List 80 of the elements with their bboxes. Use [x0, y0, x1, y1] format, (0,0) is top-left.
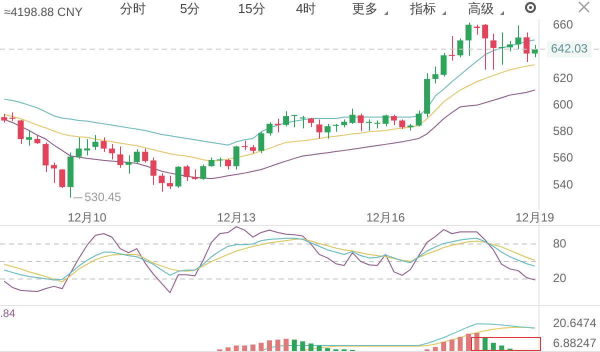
candlestick [200, 164, 206, 180]
y-tick-label: 600 [553, 97, 574, 112]
y-tick-label: 20.6474 [553, 316, 597, 330]
candlestick [490, 33, 496, 70]
candlestick [216, 157, 223, 168]
candlestick [192, 168, 198, 180]
candlestick [158, 172, 165, 192]
candlestick [208, 157, 214, 168]
text: 分时 [120, 0, 146, 18]
candlestick [457, 38, 464, 58]
candlestick [432, 66, 438, 84]
candlestick [175, 166, 182, 188]
candlestick [308, 117, 314, 128]
candlestick [390, 114, 397, 126]
candlestick [42, 142, 49, 173]
candlestick [349, 108, 356, 124]
candlestick [382, 114, 389, 127]
candlestick [498, 32, 505, 66]
candlestick [440, 52, 447, 78]
candlestick [524, 32, 530, 63]
candlestick [117, 146, 124, 168]
candlestick [532, 44, 538, 58]
candlestick [515, 24, 522, 50]
candlestick [266, 122, 272, 136]
text: 高级 [468, 0, 494, 18]
candlestick [167, 175, 173, 190]
candlestick [258, 131, 264, 154]
ref-line-label: 642.03 [551, 42, 588, 56]
y-tick-label: 620 [553, 70, 574, 85]
candlestick [100, 136, 107, 152]
candlestick [506, 40, 513, 52]
candlestick [316, 119, 322, 139]
text: 5分 [180, 0, 200, 18]
y-tick-label: 80 [553, 236, 567, 250]
candlestick [399, 119, 406, 130]
candlestick [225, 158, 232, 170]
candlestick [474, 24, 480, 36]
candlestick [126, 154, 132, 174]
candlestick [283, 110, 290, 127]
y-tick-label: 580 [553, 124, 574, 138]
candlestick [26, 130, 32, 146]
x-tick-label: 12月10 [68, 210, 107, 225]
candlestick [184, 164, 190, 182]
candlestick [134, 148, 140, 164]
text: 更多 [352, 0, 378, 18]
candlestick [300, 115, 306, 129]
y-tick-label: 660 [553, 18, 574, 32]
candlestick [233, 145, 240, 170]
candlestick [108, 144, 115, 160]
text: 15分 [238, 0, 266, 18]
candlestick [324, 123, 331, 139]
y-tick-label: 560 [553, 150, 574, 165]
candlestick [76, 136, 82, 160]
candlestick [466, 22, 472, 56]
candlestick [142, 148, 148, 164]
text: 4时 [296, 0, 316, 18]
candlestick [50, 162, 57, 184]
x-tick-label: 12月19 [516, 210, 555, 225]
y-tick-label: 540 [553, 177, 574, 192]
candlestick [358, 113, 364, 132]
candlestick [416, 110, 422, 127]
y-tick-label: 6.88247 [553, 336, 597, 350]
candlestick [84, 138, 90, 156]
x-tick-label: 12月13 [216, 210, 256, 225]
text: 指标 [410, 0, 436, 18]
candlestick [59, 168, 66, 189]
annotation: .84 [0, 308, 16, 320]
candlestick [448, 35, 455, 62]
candlestick [291, 114, 298, 128]
candlestick [242, 140, 248, 150]
candlestick [482, 23, 488, 70]
candlestick [150, 157, 156, 186]
candlestick [366, 119, 372, 132]
candlestick [18, 119, 24, 145]
annotation: 530.45 [84, 190, 122, 204]
x-tick-label: 12月16 [366, 210, 406, 225]
y-tick-label: 20 [553, 271, 567, 286]
chart-subtitle: ≈4198.88 CNY [4, 5, 83, 19]
candlestick [92, 134, 98, 150]
candlestick [374, 120, 380, 129]
